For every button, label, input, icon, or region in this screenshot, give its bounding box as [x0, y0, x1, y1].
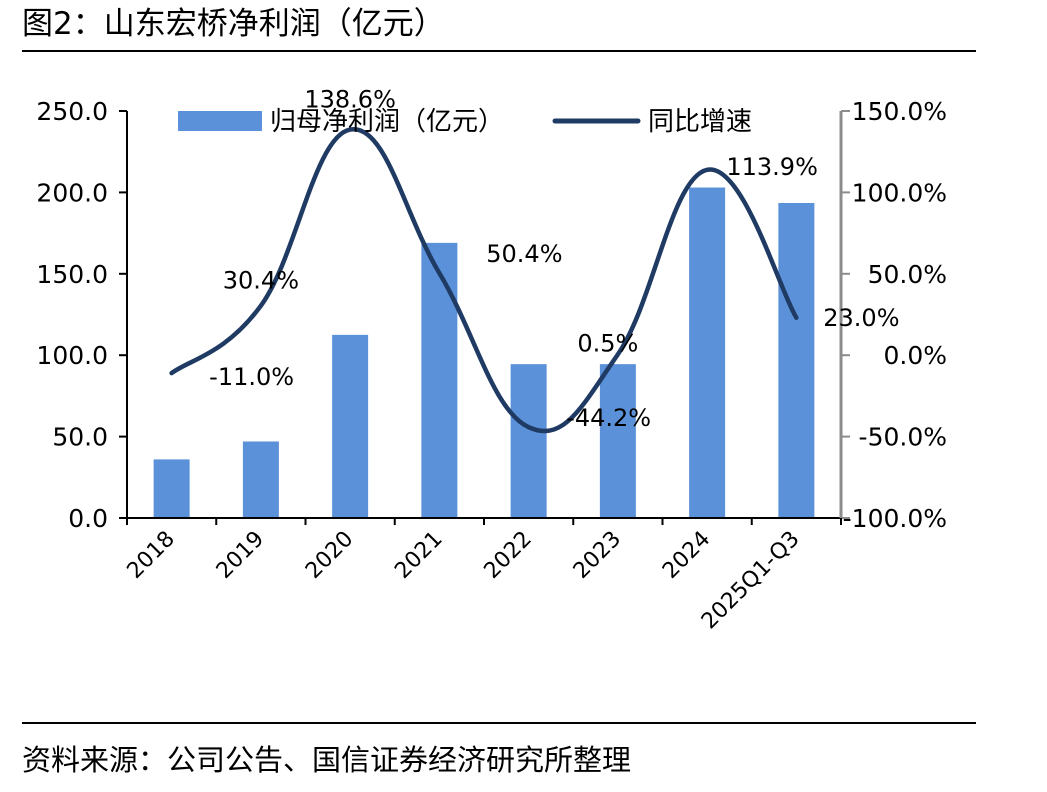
left-tick-label: 150.0: [36, 260, 108, 289]
bar-2019: [242, 441, 279, 518]
figure-title: 图2：山东宏桥净利润（亿元）: [22, 6, 445, 42]
x-tick-label: 2019: [212, 527, 269, 584]
bar-2024: [689, 187, 726, 519]
growth-data-label: 138.6%: [304, 86, 396, 114]
right-tick-label: 100.0%: [852, 178, 947, 207]
x-tick-label: 2021: [390, 527, 447, 584]
left-tick-label: 100.0: [36, 341, 108, 370]
x-tick-label: 2022: [480, 527, 537, 584]
left-tick-label: 200.0: [36, 178, 108, 207]
data-labels-group: -11.0% 30.4% 138.6% 50.4% -44.2% 0.5% 113.9% 23…: [209, 86, 899, 433]
growth-data-label: -44.2%: [566, 404, 651, 432]
x-tick-label: 2020: [301, 527, 358, 584]
growth-data-label: 50.4%: [486, 240, 562, 268]
growth-data-label: 0.5%: [577, 329, 638, 357]
title-rule: [22, 50, 976, 52]
right-tick-label: -50.0%: [859, 423, 947, 452]
bar-2023: [599, 364, 636, 518]
source-rule: [22, 722, 976, 724]
x-tick-label: 2018: [123, 527, 180, 584]
left-tick-label: 50.0: [52, 423, 108, 452]
right-tick-label: 50.0%: [868, 260, 947, 289]
right-tick-label: -100.0%: [843, 504, 947, 533]
bar-2018: [153, 459, 190, 518]
growth-data-label: -11.0%: [209, 363, 294, 391]
legend-line-label: 同比增速: [648, 107, 752, 137]
legend-bar-label: 归母净利润（亿元）: [270, 107, 504, 137]
growth-data-label: 113.9%: [726, 153, 818, 181]
x-tick-label: 2024: [658, 527, 715, 584]
bar-series-group: [153, 187, 815, 519]
bar-2025Q1-Q3: [778, 202, 815, 518]
growth-rate-line: [169, 127, 799, 434]
growth-data-label: 30.4%: [223, 267, 299, 295]
right-tick-label: 0.0%: [883, 341, 947, 370]
bar-2022: [510, 364, 547, 518]
right-tick-label: 150.0%: [852, 97, 947, 126]
legend-bar-swatch: [178, 111, 262, 131]
line-series-group: [169, 127, 799, 434]
growth-data-label: 23.0%: [823, 304, 899, 332]
x-tick-label: 2023: [569, 527, 626, 584]
bar-2021: [421, 242, 458, 519]
source-note: 资料来源：公司公告、国信证券经济研究所整理: [22, 743, 632, 777]
bar-2020: [332, 334, 369, 518]
left-tick-label: 250.0: [36, 97, 108, 126]
legend: 归母净利润（亿元） 同比增速: [178, 107, 752, 137]
left-tick-label: 0.0: [68, 504, 108, 533]
